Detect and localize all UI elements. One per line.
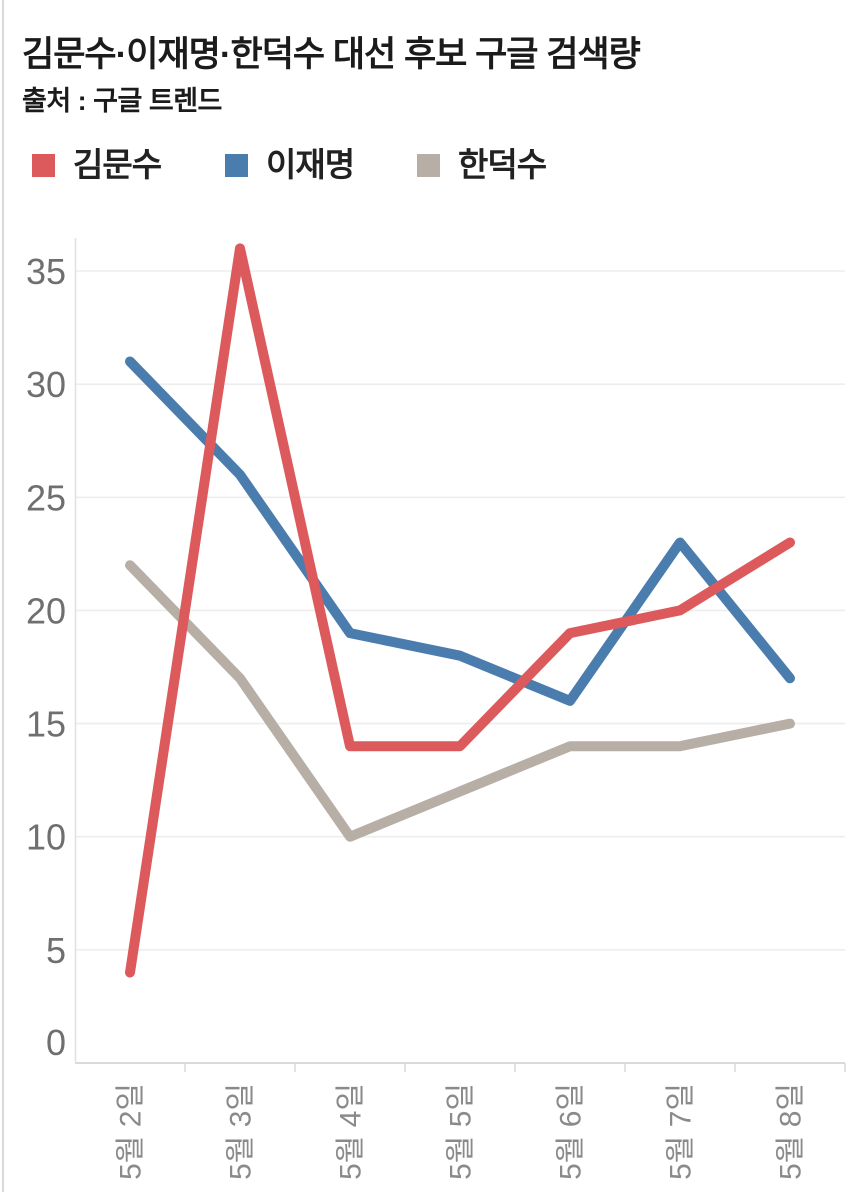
x-tick-label: 5월 2일 <box>115 1083 148 1180</box>
legend-swatch-icon <box>32 153 55 177</box>
y-tick-label: 35 <box>26 251 66 292</box>
y-tick-label: 20 <box>26 590 66 631</box>
legend-swatch-icon <box>225 153 248 177</box>
legend-swatch-icon <box>417 153 440 177</box>
series-line-0 <box>125 243 795 978</box>
x-tick-label: 5월 5일 <box>445 1083 478 1180</box>
chart-title: 김문수·이재명·한덕수 대선 후보 구글 검색량 <box>22 35 641 74</box>
y-tick-label: 15 <box>26 704 66 745</box>
y-tick-label: 25 <box>26 477 66 518</box>
y-tick-label: 30 <box>26 364 66 405</box>
x-tick-label: 5월 3일 <box>225 1083 258 1180</box>
x-tick-label: 5월 4일 <box>335 1083 368 1180</box>
legend-item-lee-jae-myung: 이재명 <box>225 146 355 183</box>
legend-item-kim-moon-soo: 김문수 <box>32 146 162 183</box>
legend-item-han-duck-soo: 한덕수 <box>417 146 547 183</box>
x-tick-label: 5월 8일 <box>775 1083 808 1180</box>
y-tick-label: 10 <box>26 817 66 858</box>
series-line-1 <box>125 356 795 706</box>
page-left-border <box>2 0 4 1192</box>
y-tick-label: 5 <box>46 930 66 971</box>
legend-label: 이재명 <box>266 146 355 183</box>
y-tick-label: 0 <box>46 1022 66 1063</box>
legend-label: 김문수 <box>73 146 162 183</box>
series-line-2 <box>125 560 795 842</box>
chart-source: 출처 : 구글 트렌드 <box>22 86 222 116</box>
x-tick-label: 5월 6일 <box>555 1083 588 1180</box>
legend-label: 한덕수 <box>458 146 547 183</box>
chart-legend: 김문수 이재명 한덕수 <box>0 148 860 182</box>
x-tick-label: 5월 7일 <box>665 1083 698 1180</box>
